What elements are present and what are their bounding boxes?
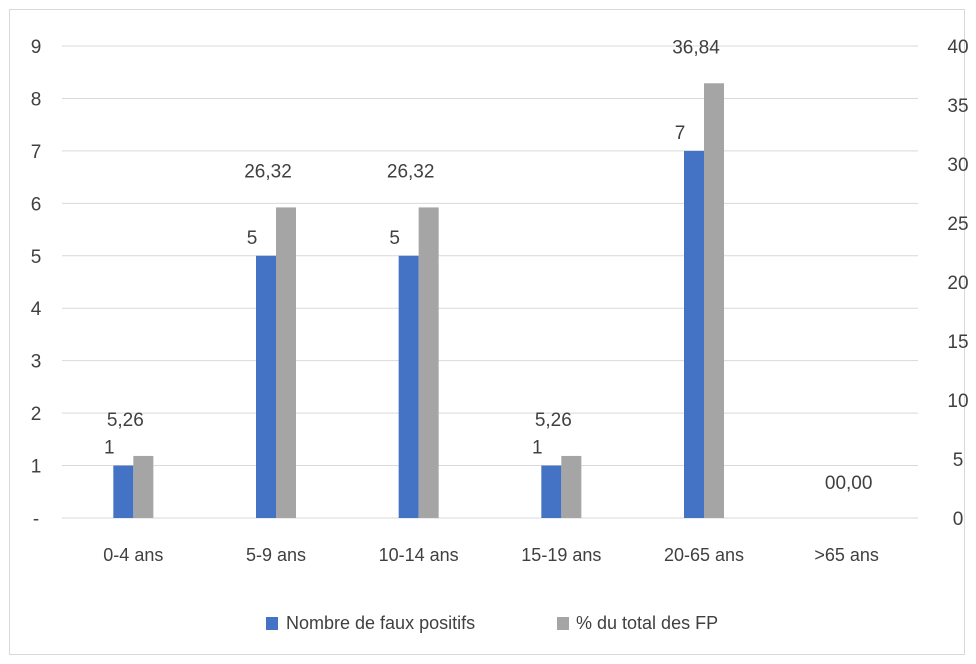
- bar-pct-total: [704, 83, 724, 519]
- chart-frame: [9, 9, 965, 655]
- data-label-faux-positifs: 1: [104, 438, 115, 459]
- data-label-pct-total: 5,26: [535, 410, 572, 431]
- data-label-pct-total: 26,32: [244, 161, 292, 182]
- right-tick-label: 15: [947, 332, 968, 353]
- category-label: 5-9 ans: [246, 545, 306, 565]
- left-tick-label: 7: [31, 142, 42, 163]
- data-label-faux-positifs: 5: [389, 228, 400, 249]
- data-label-faux-positifs: 7: [675, 123, 686, 144]
- bar-faux-positifs: [398, 255, 419, 518]
- bar-faux-positifs: [541, 465, 562, 518]
- legend-swatch: [266, 617, 278, 630]
- right-tick-label: 40: [947, 37, 968, 58]
- left-tick-label: 1: [31, 457, 42, 478]
- category-axis: 0-4 ans 5-9 ans 10-14 ans 15-19 ans 20-65 an…: [103, 545, 879, 565]
- gridlines: [62, 45, 918, 519]
- legend-swatch: [557, 617, 569, 630]
- category-label: 10-14 ans: [379, 545, 459, 565]
- left-y-axis: - 1 2 3 4 5 6 7 8 9: [31, 37, 42, 530]
- data-label-pct-total: 5,26: [107, 410, 144, 431]
- data-label-zero: 00,00: [825, 473, 873, 494]
- bar-pct-total: [276, 207, 296, 518]
- legend-label: % du total des FP: [576, 613, 718, 633]
- category-label: 15-19 ans: [521, 545, 601, 565]
- right-tick-label: 5: [953, 450, 964, 471]
- legend-label: Nombre de faux positifs: [286, 613, 475, 633]
- left-tick-label: 6: [31, 194, 42, 215]
- right-y-axis: 0 5 10 15 20 25 30 35 40: [947, 37, 968, 530]
- left-tick-label: -: [33, 509, 39, 530]
- data-labels: 1 5,26 5 26,32 5 26,32 1 5,26 7 36,84 00,00: [104, 37, 872, 494]
- left-tick-label: 5: [31, 247, 42, 268]
- category-label: 0-4 ans: [103, 545, 163, 565]
- data-label-pct-total: 36,84: [672, 37, 720, 58]
- right-tick-label: 25: [947, 214, 968, 235]
- bar-faux-positifs: [684, 150, 704, 518]
- right-tick-label: 35: [947, 96, 968, 117]
- right-tick-label: 30: [947, 155, 968, 176]
- left-tick-label: 9: [31, 37, 42, 58]
- data-label-faux-positifs: 5: [247, 228, 258, 249]
- left-tick-label: 3: [31, 352, 42, 373]
- category-label: >65 ans: [814, 545, 879, 565]
- right-tick-label: 20: [947, 273, 968, 294]
- data-label-pct-total: 26,32: [387, 161, 435, 182]
- right-tick-label: 10: [947, 391, 968, 412]
- bar-pct-total: [133, 455, 154, 518]
- category-label: 20-65 ans: [664, 545, 744, 565]
- bar-faux-positifs: [113, 465, 134, 518]
- bars: [113, 83, 724, 519]
- bar-pct-total: [561, 455, 582, 518]
- left-tick-label: 4: [31, 299, 42, 320]
- right-tick-label: 0: [953, 509, 964, 530]
- left-tick-label: 2: [31, 404, 42, 425]
- bar-faux-positifs: [256, 255, 276, 518]
- left-tick-label: 8: [31, 89, 42, 110]
- bar-pct-total: [418, 207, 439, 518]
- legend: Nombre de faux positifs % du total des FP: [266, 613, 718, 633]
- data-label-faux-positifs: 1: [532, 438, 543, 459]
